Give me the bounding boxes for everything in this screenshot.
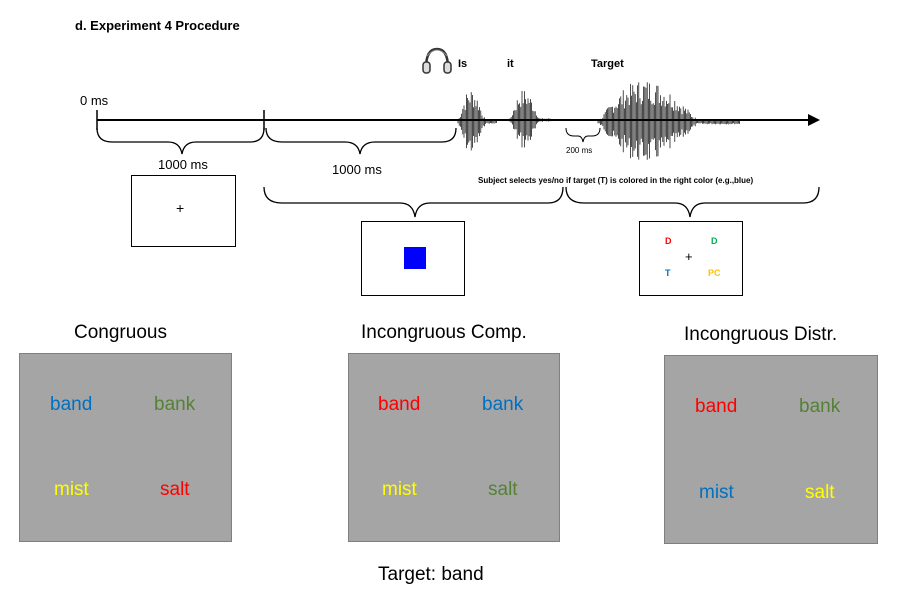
brace-interval-2 (265, 127, 457, 155)
condition-panel-incongruous-comp: band bank mist salt (348, 353, 560, 542)
panel-word: mist (699, 482, 734, 503)
brace-response (565, 186, 820, 218)
condition-title: Incongruous Comp. (361, 322, 527, 343)
cue-screen (361, 221, 465, 296)
interval-2-label: 1000 ms (332, 162, 382, 177)
panel-word: band (378, 394, 421, 415)
panel-word: band (50, 394, 93, 415)
panel-word: bank (154, 394, 196, 415)
instruction-text: Subject selects yes/no if target (T) is … (478, 176, 754, 185)
panel-word: salt (805, 482, 835, 503)
panel-word: bank (799, 396, 841, 417)
response-letter: PC (708, 268, 721, 278)
gap-label: 200 ms (566, 146, 593, 155)
panel-word: bank (482, 394, 524, 415)
audio-word-is: Is (458, 58, 468, 70)
audio-waveform (457, 82, 740, 160)
response-fixation-cross: + (685, 249, 693, 264)
waveform-segment (457, 92, 497, 151)
panel-word: mist (382, 479, 417, 500)
response-letter: D (711, 236, 718, 246)
condition-title: Incongruous Distr. (684, 324, 838, 345)
panel-word: salt (488, 479, 518, 500)
cue-color-square (404, 247, 426, 269)
timeline-arrowhead (808, 114, 820, 126)
fixation-cross: + (176, 200, 185, 216)
condition-panel-congruous: band bank mist salt (19, 353, 232, 542)
audio-word-target: Target (591, 58, 624, 70)
condition-title: Congruous (74, 322, 167, 343)
brace-200ms (565, 127, 601, 143)
start-time-label: 0 ms (80, 93, 109, 108)
condition-panel-incongruous-distr: band bank mist salt (664, 355, 878, 544)
panel-word: salt (160, 479, 190, 500)
headphones-icon (422, 47, 452, 74)
fixation-screen: + (131, 175, 236, 247)
waveform-segment (509, 91, 552, 148)
audio-word-it: it (507, 58, 514, 70)
panel-word: band (695, 396, 738, 417)
response-letter: T (665, 268, 671, 278)
interval-1-label: 1000 ms (158, 157, 208, 172)
waveform-segment (597, 82, 740, 160)
response-screen: D D T PC + (639, 221, 743, 296)
figure-title: d. Experiment 4 Procedure (75, 18, 240, 33)
response-letter: D (665, 236, 672, 246)
brace-interval-1 (96, 127, 265, 155)
panel-word: mist (54, 479, 89, 500)
target-caption: Target: band (378, 564, 484, 585)
brace-cue (263, 186, 564, 218)
